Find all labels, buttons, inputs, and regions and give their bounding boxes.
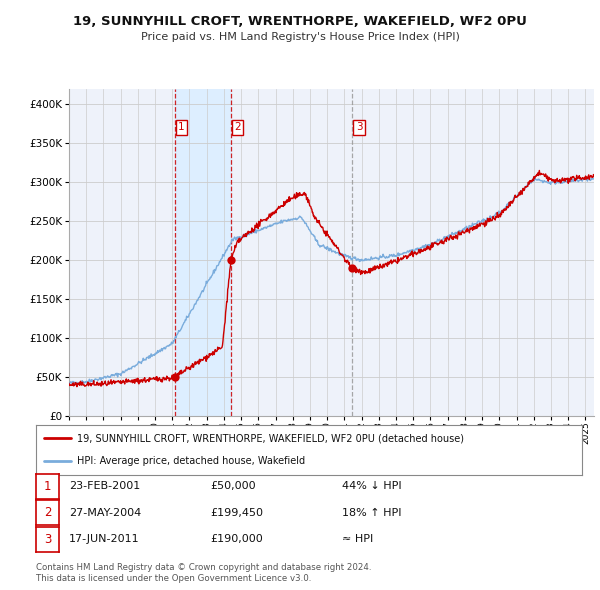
- Text: 27-MAY-2004: 27-MAY-2004: [69, 508, 141, 517]
- Text: 19, SUNNYHILL CROFT, WRENTHORPE, WAKEFIELD, WF2 0PU (detached house): 19, SUNNYHILL CROFT, WRENTHORPE, WAKEFIE…: [77, 433, 464, 443]
- Text: 17-JUN-2011: 17-JUN-2011: [69, 535, 140, 544]
- Text: 1: 1: [178, 123, 185, 133]
- Text: £50,000: £50,000: [210, 481, 256, 491]
- Text: ≈ HPI: ≈ HPI: [342, 535, 373, 544]
- Text: 44% ↓ HPI: 44% ↓ HPI: [342, 481, 401, 491]
- Text: £199,450: £199,450: [210, 508, 263, 517]
- Text: £190,000: £190,000: [210, 535, 263, 544]
- Text: 3: 3: [44, 533, 51, 546]
- Text: Contains HM Land Registry data © Crown copyright and database right 2024.: Contains HM Land Registry data © Crown c…: [36, 563, 371, 572]
- Text: 18% ↑ HPI: 18% ↑ HPI: [342, 508, 401, 517]
- Text: 23-FEB-2001: 23-FEB-2001: [69, 481, 140, 491]
- Text: 3: 3: [356, 123, 362, 133]
- Text: 1: 1: [44, 480, 51, 493]
- Text: HPI: Average price, detached house, Wakefield: HPI: Average price, detached house, Wake…: [77, 457, 305, 467]
- Text: This data is licensed under the Open Government Licence v3.0.: This data is licensed under the Open Gov…: [36, 574, 311, 583]
- Text: 2: 2: [234, 123, 241, 133]
- Text: 2: 2: [44, 506, 51, 519]
- Bar: [175, 88, 231, 416]
- Text: 19, SUNNYHILL CROFT, WRENTHORPE, WAKEFIELD, WF2 0PU: 19, SUNNYHILL CROFT, WRENTHORPE, WAKEFIE…: [73, 15, 527, 28]
- Text: Price paid vs. HM Land Registry's House Price Index (HPI): Price paid vs. HM Land Registry's House …: [140, 32, 460, 42]
